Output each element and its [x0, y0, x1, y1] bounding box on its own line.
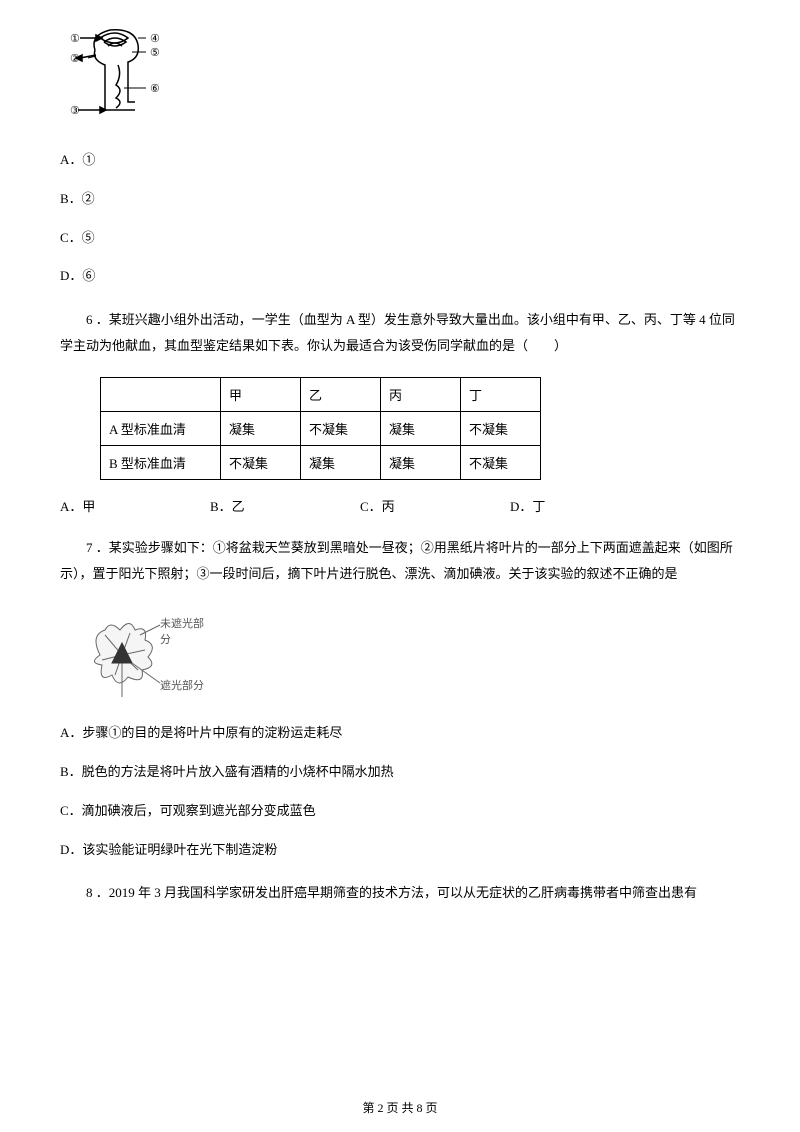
table-cell [101, 378, 221, 412]
q6-table: 甲 乙 丙 丁 A 型标准血清 凝集 不凝集 凝集 不凝集 B 型标准血清 不凝… [100, 377, 740, 480]
q6-option-d: D．丁 [510, 496, 660, 515]
table-cell: 不凝集 [221, 446, 301, 480]
table-cell: 凝集 [301, 446, 381, 480]
table-row: B 型标准血清 不凝集 凝集 凝集 不凝集 [101, 446, 541, 480]
leaf-diagram: 未遮光部分 遮光部分 [60, 605, 210, 705]
table-cell: 乙 [301, 378, 381, 412]
nephron-diagram: ① ② ③ ④ ⑤ ⑥ [60, 20, 180, 130]
q6-text: 6 ．某班兴趣小组外出活动，一学生（血型为 A 型）发生意外导致大量出血。该小组… [60, 307, 740, 359]
table-cell: A 型标准血清 [101, 412, 221, 446]
q7-text: 7 ．某实验步骤如下：①将盆栽天竺葵放到黑暗处一昼夜；②用黑纸片将叶片的一部分上… [60, 535, 740, 587]
q6-option-b: B．乙 [210, 496, 360, 515]
table-cell: B 型标准血清 [101, 446, 221, 480]
table-cell: 甲 [221, 378, 301, 412]
q8-text: 8 ．2019 年 3 月我国科学家研发出肝癌早期筛查的技术方法，可以从无症状的… [60, 880, 740, 906]
q7-option-b: B．脱色的方法是将叶片放入盛有酒精的小烧杯中隔水加热 [60, 762, 740, 783]
q6-options: A．甲 B．乙 C．丙 D．丁 [60, 496, 740, 515]
label-4: ④ [150, 33, 160, 45]
table-cell: 丁 [461, 378, 541, 412]
table-cell: 不凝集 [461, 446, 541, 480]
table-row: 甲 乙 丙 丁 [101, 378, 541, 412]
q5-option-a: A．① [60, 150, 740, 171]
leaf-label-unshaded: 未遮光部分 [160, 615, 210, 647]
q7-option-a: A．步骤①的目的是将叶片中原有的淀粉运走耗尽 [60, 723, 740, 744]
label-6: ⑥ [150, 83, 160, 95]
table-cell: 丙 [381, 378, 461, 412]
leaf-label-shaded: 遮光部分 [160, 677, 204, 693]
label-2: ② [70, 53, 80, 65]
q7-option-c: C．滴加碘液后，可观察到遮光部分变成蓝色 [60, 801, 740, 822]
label-3: ③ [70, 105, 80, 117]
table-cell: 凝集 [381, 446, 461, 480]
q5-option-b: B．② [60, 189, 740, 210]
table-cell: 凝集 [221, 412, 301, 446]
q6-option-a: A．甲 [60, 496, 210, 515]
table-cell: 不凝集 [301, 412, 381, 446]
table-row: A 型标准血清 凝集 不凝集 凝集 不凝集 [101, 412, 541, 446]
page-footer: 第 2 页 共 8 页 [0, 1099, 800, 1116]
q5-option-d: D．⑥ [60, 266, 740, 287]
label-1: ① [70, 33, 80, 45]
q5-option-c: C．⑤ [60, 228, 740, 249]
table-cell: 不凝集 [461, 412, 541, 446]
label-5: ⑤ [150, 47, 160, 59]
q6-option-c: C．丙 [360, 496, 510, 515]
q7-option-d: D．该实验能证明绿叶在光下制造淀粉 [60, 840, 740, 861]
table-cell: 凝集 [381, 412, 461, 446]
